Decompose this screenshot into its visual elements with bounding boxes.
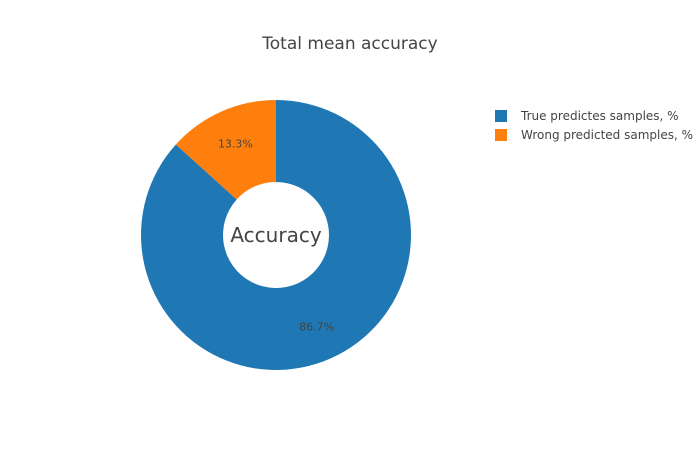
donut-slice-1[interactable] [175,100,276,200]
legend-item-true-predicted[interactable]: True predictes samples, % [495,106,695,125]
legend-label-true-predicted: True predictes samples, % [521,108,679,123]
donut-slice-0[interactable] [140,100,411,370]
legend-label-wrong-predicted: Wrong predicted samples, % [521,127,694,142]
slice-label-0: 86.7% [299,320,334,333]
legend-swatch-true-predicted [495,109,507,122]
legend-item-wrong-predicted[interactable]: Wrong predicted samples, % [495,125,695,144]
donut-center-label: Accuracy [230,223,322,247]
slice-label-1: 13.3% [218,138,253,151]
chart-legend: True predictes samples, % Wrong predicte… [495,106,695,144]
legend-swatch-wrong-predicted [495,128,507,141]
chart-title: Total mean accuracy [262,34,438,54]
